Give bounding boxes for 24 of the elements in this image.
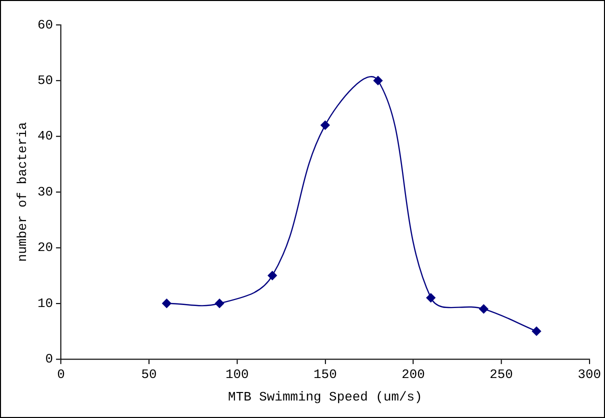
point: [320, 120, 330, 130]
x-tick-label: 150: [314, 367, 337, 382]
x-tick-label: 50: [141, 367, 157, 382]
y-tick-label: 10: [37, 296, 54, 311]
y-axis-title: number of bacteria: [15, 122, 30, 262]
point: [162, 298, 172, 308]
point: [532, 326, 542, 336]
point: [373, 76, 383, 86]
y-tick-label: 60: [37, 17, 54, 32]
point: [426, 293, 436, 302]
x-tick-label: 0: [57, 367, 65, 382]
x-axis-title: MTB Swimming Speed (um/s): [228, 390, 422, 405]
y-tick-label: 20: [37, 240, 54, 256]
y-tick-label: 30: [37, 184, 54, 200]
y-tick-label: 40: [37, 128, 54, 144]
x-tick-label: 250: [490, 367, 513, 382]
y-tick-label: 0: [45, 352, 54, 366]
x-tick-label: 300: [578, 367, 602, 382]
x-tick-label: 200: [402, 367, 425, 382]
y-tick-label: 50: [37, 73, 54, 88]
point: [214, 298, 224, 308]
point: [479, 304, 488, 314]
x-tick-label: 100: [225, 367, 249, 382]
point: [268, 270, 277, 280]
